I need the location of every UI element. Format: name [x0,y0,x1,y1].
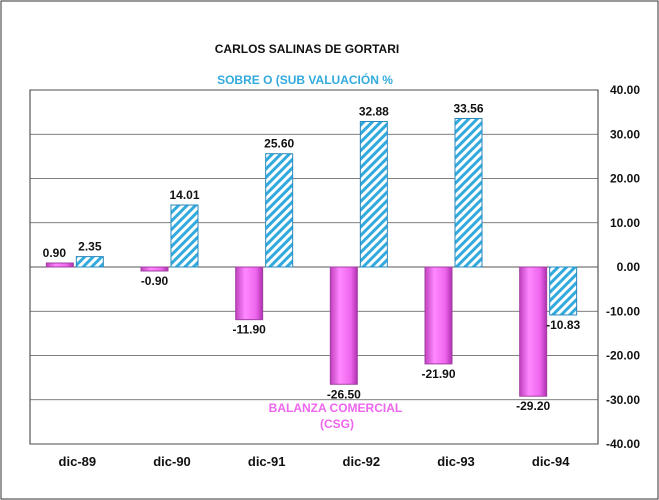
x-tick-label: dic-92 [343,454,381,469]
data-label: 32.88 [359,105,389,119]
x-tick-label: dic-91 [248,454,286,469]
y-tick-label: 10.00 [610,216,640,230]
data-label: -10.83 [546,318,580,332]
data-label: 33.56 [453,101,483,115]
gridlines [30,89,598,445]
x-axis: dic-89 dic-90 dic-91 dic-92 dic-93 dic-94 [59,454,571,469]
series-label-sobre: SOBRE O (SUB VALUACIÓN % [217,72,393,87]
data-label: 14.01 [169,188,199,202]
data-labels: 0.90 2.35 -0.90 14.01 -11.90 25.60 -26.50 32.88… [43,101,581,413]
y-tick-label: 40.00 [610,83,640,97]
y-tick-label: 30.00 [610,127,640,141]
data-label: 0.90 [43,246,67,260]
bars [45,117,578,397]
data-label: -0.90 [141,274,169,288]
bar-balanza [424,266,453,365]
x-tick-label: dic-94 [532,454,570,469]
bar-sobre [170,204,199,268]
y-tick-label: 0.00 [617,260,641,274]
x-tick-label: dic-89 [59,454,97,469]
bar-sobre [265,153,294,268]
chart-title: CARLOS SALINAS DE GORTARI [215,42,399,56]
series-label-balanza: BALANZA COMERCIAL (CSG) [269,401,406,431]
data-label: -29.20 [516,399,550,413]
x-tick-label: dic-93 [437,454,475,469]
y-tick-label: -20.00 [606,349,640,363]
data-label: 25.60 [264,137,294,151]
bar-sobre [454,117,483,268]
bar-balanza [235,266,264,321]
y-axis: 40.00 30.00 20.00 10.00 0.00 -10.00 -20.00 -30.… [606,83,640,451]
data-label: 2.35 [78,240,102,254]
series-label-balanza-line2: (CSG) [320,417,354,431]
y-tick-label: -10.00 [606,304,640,318]
y-tick-label: -30.00 [606,393,640,407]
x-tick-label: dic-90 [153,454,191,469]
bar-balanza [45,262,74,268]
bar-balanza [519,266,548,397]
data-label: -26.50 [327,387,361,401]
y-tick-label: 20.00 [610,172,640,186]
bar-sobre [549,266,578,316]
data-label: -11.90 [232,323,266,337]
bar-balanza [329,266,358,385]
bar-sobre [359,121,388,268]
series-label-balanza-line1: BALANZA COMERCIAL [269,401,402,415]
y-tick-label: -40.00 [606,437,640,451]
bar-balanza [140,266,169,272]
data-label: -21.90 [421,367,455,381]
bar-sobre [75,256,104,268]
